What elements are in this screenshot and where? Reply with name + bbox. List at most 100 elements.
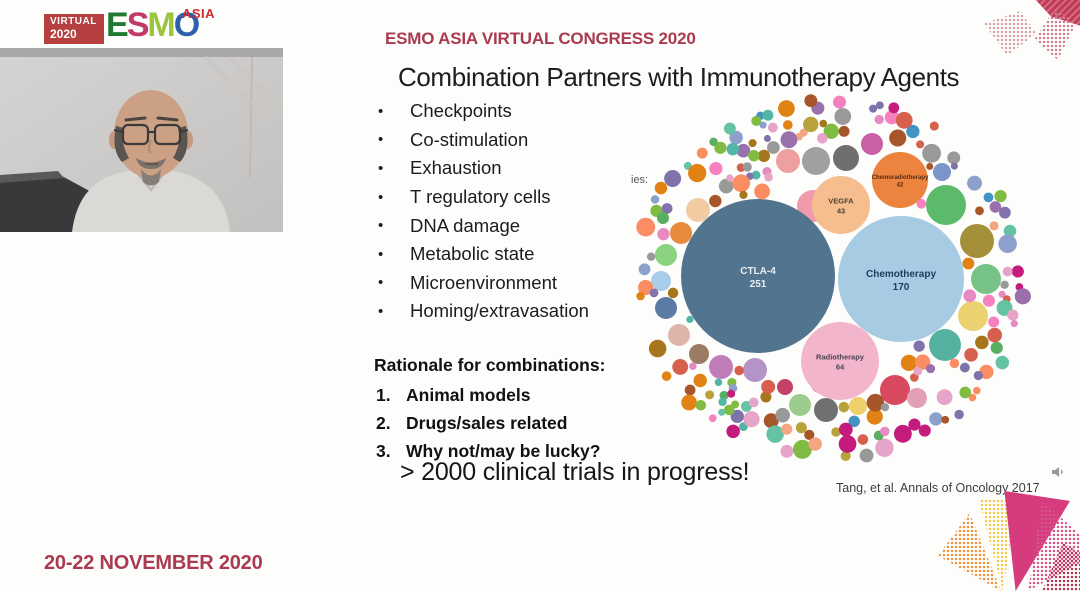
chart-small-bubble (732, 174, 751, 193)
rationale-item: 2. Drugs/sales related (376, 409, 706, 437)
chart-small-bubble (906, 124, 920, 139)
chart-small-bubble (1000, 280, 1009, 289)
bullet-item: Co-stimulation (374, 126, 674, 155)
list-number: 3. (376, 440, 391, 461)
speaker-volume-icon[interactable] (1050, 464, 1066, 480)
chart-small-bubble (838, 125, 850, 137)
chart-small-bubble (838, 435, 857, 453)
chart-small-bubble (739, 190, 748, 199)
chart-small-bubble (857, 434, 869, 445)
bullet-label: Homing/extravasation (410, 300, 589, 322)
rationale-label: Why not/may be lucky? (406, 440, 601, 461)
chart-small-bubble (875, 438, 894, 457)
chart-small-bubble (723, 404, 735, 416)
chart-small-bubble (761, 379, 776, 394)
congress-header: ESMO ASIA VIRTUAL CONGRESS 2020 (385, 29, 696, 48)
chart-partner-bubble (849, 397, 867, 415)
bullet-label: Metabolic state (410, 243, 535, 265)
chart-small-bubble (766, 425, 784, 443)
chart-small-bubble (869, 104, 878, 113)
petal-halftone-icon (984, 11, 1036, 56)
chart-small-bubble (975, 206, 984, 216)
chart-small-bubble (838, 401, 850, 413)
chart-small-bubble (975, 335, 989, 350)
esmo-letter-o: O (173, 6, 200, 44)
bullet-item: Checkpoints (374, 97, 674, 126)
chart-small-bubble (950, 162, 958, 170)
chart-partner-bubble (861, 133, 883, 155)
chart-bubble-radiotherapy (801, 322, 879, 400)
rationale-label: Drugs/sales related (406, 412, 568, 433)
chart-partner-bubble (689, 344, 709, 364)
chart-small-bubble (727, 389, 736, 398)
chart-small-bubble (763, 413, 779, 429)
bullet-dot-icon (374, 246, 410, 263)
chart-small-bubble (880, 402, 890, 412)
chart-small-bubble (657, 228, 670, 241)
chart-small-bubble (973, 370, 983, 381)
chart-small-bubble (726, 424, 740, 439)
chart-small-bubble (766, 141, 780, 154)
chart-small-bubble (693, 373, 707, 388)
chart-partner-bubble (655, 297, 677, 319)
chart-small-bubble (959, 386, 972, 399)
chart-small-bubble (915, 354, 931, 370)
rationale-item: 1. Animal models (376, 381, 706, 409)
chart-small-bubble (723, 122, 736, 135)
chart-partner-bubble (776, 149, 800, 173)
chart-small-bubble (778, 100, 795, 117)
chart-partner-bubble (880, 375, 910, 405)
chart-small-bubble (929, 121, 939, 131)
bullet-dot-icon (374, 274, 410, 291)
bubble-label: 64 (836, 362, 845, 371)
chart-small-bubble (792, 439, 812, 459)
esmo-asia-logo: VIRTUAL 2020 ESMO ASIA (44, 6, 224, 48)
chart-small-bubble (714, 141, 727, 154)
chart-small-bubble (748, 397, 759, 408)
rationale-heading: Rationale for combinations: (374, 355, 606, 375)
event-dates: 20-22 NOVEMBER 2020 (44, 552, 263, 574)
chart-small-bubble (895, 111, 913, 129)
chart-small-bubble (767, 122, 778, 133)
chart-partner-bubble (814, 398, 838, 422)
chart-partner-bubble (709, 355, 733, 379)
chart-small-bubble (916, 140, 925, 149)
chart-small-bubble (988, 316, 1000, 328)
chart-small-bubble (947, 151, 961, 165)
bullet-dot-icon (374, 131, 410, 148)
bullet-item: DNA damage (374, 211, 674, 240)
bubble-label: VEGFA (828, 197, 854, 206)
chart-small-bubble (1014, 288, 1031, 305)
chart-small-bubble (696, 147, 708, 159)
logo-virtual-label: VIRTUAL (50, 16, 97, 27)
presenter-webcam-video (0, 48, 283, 232)
chart-small-bubble (866, 393, 885, 412)
chart-small-bubble (880, 426, 890, 437)
chart-small-bubble (726, 142, 740, 156)
chart-small-bubble (782, 120, 793, 130)
chart-small-bubble (804, 94, 818, 108)
chart-small-bubble (816, 133, 828, 144)
bullet-dot-icon (374, 189, 410, 206)
chart-small-bubble (726, 174, 734, 182)
chart-small-bubble (780, 444, 794, 458)
list-number: 2. (376, 412, 391, 433)
bullet-label: Co-stimulation (410, 128, 529, 150)
chart-small-bubble (990, 341, 1003, 354)
bullet-label: Checkpoints (410, 100, 512, 122)
chart-small-bubble (959, 362, 970, 373)
chart-partner-bubble (926, 185, 966, 225)
chart-small-bubble (718, 178, 734, 194)
rationale-label: Animal models (406, 384, 531, 405)
chart-partner-bubble (802, 147, 830, 175)
chart-small-bubble (695, 399, 707, 411)
esmo-wordmark: ESMO (106, 6, 200, 44)
chart-small-bubble (831, 427, 841, 437)
chart-partner-bubble (907, 388, 927, 408)
chart-small-bubble (918, 424, 931, 437)
chart-small-bubble (967, 175, 982, 191)
chart-small-bubble (964, 347, 978, 362)
chart-small-bubble (1003, 224, 1017, 238)
chart-small-bubble (804, 429, 815, 441)
